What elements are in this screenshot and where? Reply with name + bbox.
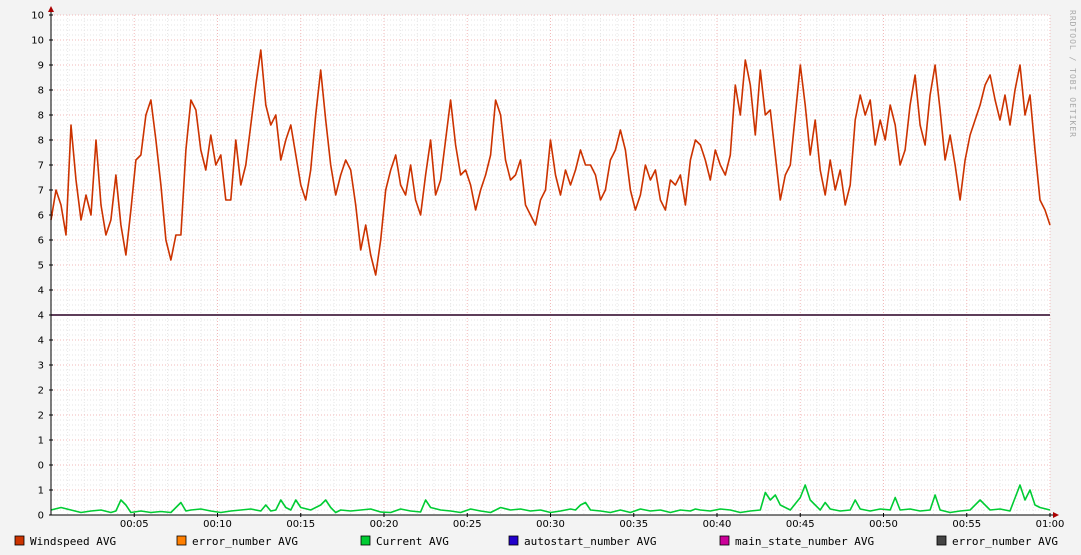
- x-tick-label: 00:55: [952, 519, 981, 530]
- legend-label: error_number AVG: [192, 535, 298, 548]
- series-line-0: [50, 49, 1051, 276]
- y-axis-arrow-icon: [48, 6, 54, 12]
- y-tick-label: 7: [38, 161, 44, 172]
- y-tick-label: 6: [38, 236, 44, 247]
- y-tick-label: 1: [38, 486, 44, 497]
- axes: [48, 6, 1059, 518]
- y-tick-label: 4: [38, 286, 44, 297]
- y-tick-label: 4: [38, 311, 44, 322]
- x-axis-ticks: 00:05 00:10 00:15 00:20 00:25 00:30 00:35 00:40…: [120, 513, 1065, 530]
- legend-swatch: [14, 535, 25, 546]
- y-tick-label: 2: [38, 411, 44, 422]
- series-lines: [50, 49, 1051, 514]
- y-tick-label: 9: [38, 61, 44, 72]
- x-tick-label: 00:05: [120, 519, 149, 530]
- legend-label: autostart_number AVG: [524, 535, 656, 548]
- x-tick-label: 00:50: [869, 519, 898, 530]
- legend-swatch: [719, 535, 730, 546]
- y-tick-label: 2: [38, 386, 44, 397]
- legend-swatch: [936, 535, 947, 546]
- y-tick-label: 10: [31, 11, 44, 22]
- x-tick-label: 00:20: [370, 519, 399, 530]
- x-tick-label: 00:10: [203, 519, 232, 530]
- x-tick-label: 00:45: [786, 519, 815, 530]
- y-tick-label: 7: [38, 186, 44, 197]
- y-tick-label: 5: [38, 261, 44, 272]
- legend-label: Windspeed AVG: [30, 535, 116, 548]
- legend: Windspeed AVG error_number AVG Current AVG…: [14, 535, 1058, 548]
- y-tick-label: 0: [38, 461, 44, 472]
- legend-swatch: [360, 535, 371, 546]
- grid: [51, 14, 1051, 515]
- legend-swatch: [508, 535, 519, 546]
- legend-swatch: [176, 535, 187, 546]
- x-tick-label: 01:00: [1036, 519, 1065, 530]
- y-tick-label: 6: [38, 211, 44, 222]
- x-axis-arrow-icon: [1053, 512, 1059, 518]
- legend-label: main_state_number AVG: [735, 535, 874, 548]
- y-tick-label: 0: [38, 511, 44, 522]
- x-tick-label: 00:25: [453, 519, 482, 530]
- x-tick-label: 00:35: [619, 519, 648, 530]
- y-tick-label: 1: [38, 436, 44, 447]
- y-tick-label: 8: [38, 136, 44, 147]
- legend-label: error_number AVG: [952, 535, 1058, 548]
- y-tick-label: 8: [38, 86, 44, 97]
- series-line-2: [50, 484, 1051, 514]
- x-tick-label: 00:40: [703, 519, 732, 530]
- y-tick-label: 10: [31, 36, 44, 47]
- watermark-text: RRDTOOL / TOBI OETIKER: [1068, 10, 1077, 138]
- y-tick-label: 4: [38, 336, 44, 347]
- legend-label: Current AVG: [376, 535, 449, 548]
- x-tick-label: 00:15: [286, 519, 315, 530]
- y-tick-label: 8: [38, 111, 44, 122]
- y-tick-label: 3: [38, 361, 44, 372]
- x-tick-label: 00:30: [536, 519, 565, 530]
